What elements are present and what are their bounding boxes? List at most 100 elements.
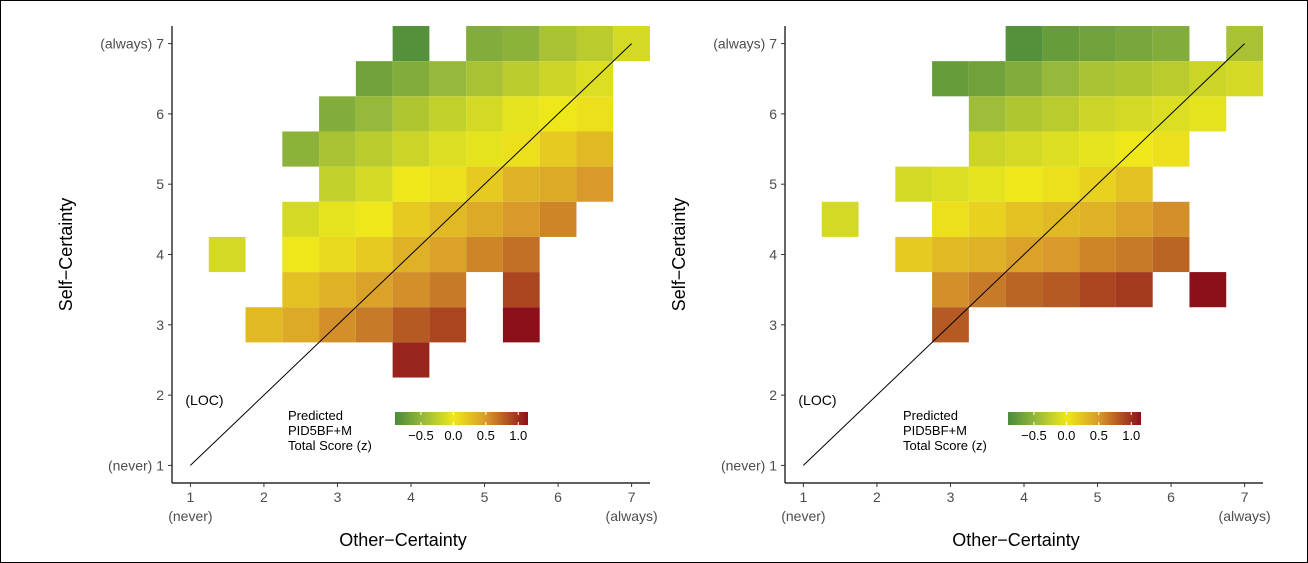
y-tick-label: 5 — [769, 176, 777, 192]
y-tick-label: 6 — [156, 106, 164, 122]
legend-title-line: Predicted — [288, 408, 343, 423]
y-tick-label: 5 — [156, 176, 164, 192]
heatmap-cell — [1152, 236, 1190, 273]
heatmap-cell — [895, 166, 933, 202]
heatmap-cell — [208, 236, 246, 273]
heatmap-cell — [1042, 272, 1080, 308]
heatmap-cell — [1115, 166, 1153, 202]
heatmap-cell — [932, 236, 969, 273]
heatmap-cell — [392, 166, 430, 202]
heatmap-cell — [355, 61, 393, 97]
x-tick-sublabel: (never) — [168, 508, 212, 524]
heatmap-cell — [1042, 61, 1080, 97]
heatmap-cell — [429, 307, 467, 343]
heatmap-cell — [1005, 96, 1043, 132]
heatmap-cell — [895, 236, 933, 273]
heatmap-cell — [1115, 26, 1153, 62]
legend-tick-label: 0.0 — [1057, 428, 1075, 443]
y-axis-title: Self−Certainty — [669, 198, 689, 312]
heatmap-cell — [1005, 131, 1043, 167]
heatmap-cell — [429, 272, 467, 308]
x-tick-sublabel: (always) — [1219, 508, 1271, 524]
y-tick-label: 4 — [156, 247, 164, 263]
heatmap-cell — [282, 201, 320, 237]
heatmap-cell — [466, 131, 503, 167]
heatmap-cell — [968, 236, 1006, 273]
heatmap-cell — [1079, 236, 1116, 273]
heatmap-cell — [576, 166, 614, 202]
x-tick-label: 7 — [628, 489, 636, 505]
heatmap-cell — [1005, 201, 1043, 237]
heatmap-cell — [1079, 131, 1116, 167]
heatmap-cell — [576, 131, 614, 167]
x-tick-label: 7 — [1241, 489, 1249, 505]
heatmap-cell — [502, 96, 540, 132]
heatmap-cell — [1189, 272, 1227, 308]
heatmap-cell — [1005, 272, 1043, 308]
heatmap-cell — [502, 166, 540, 202]
heatmap-cell — [429, 236, 467, 273]
heatmap-cell — [968, 201, 1006, 237]
legend-tick-label: 1.0 — [1122, 428, 1140, 443]
y-axis-title: Self−Certainty — [56, 198, 76, 312]
heatmap-cell — [502, 61, 540, 97]
legend-title-line: PID5BF+M — [903, 423, 967, 438]
x-tick-label: 3 — [334, 489, 342, 505]
heatmap-cell — [539, 201, 577, 237]
x-tick-label: 1 — [186, 489, 194, 505]
y-tick-label: 6 — [769, 106, 777, 122]
heatmap-cell — [466, 61, 503, 97]
loc-label: (LOC) — [185, 392, 223, 408]
heatmap-cell — [1079, 201, 1116, 237]
x-axis-title: Other−Certainty — [339, 530, 467, 550]
heatmap-cell — [502, 26, 540, 62]
y-tick-label: 3 — [769, 317, 777, 333]
heatmap-cell — [1226, 61, 1263, 97]
heatmap-cell — [1152, 131, 1190, 167]
heatmap-cell — [355, 201, 393, 237]
heatmap-cell — [1005, 166, 1043, 202]
legend-tick-label: 0.0 — [444, 428, 462, 443]
x-tick-sublabel: (always) — [606, 508, 658, 524]
heatmap-cell — [539, 166, 577, 202]
heatmap-cell — [1115, 201, 1153, 237]
heatmap-cell — [1079, 272, 1116, 308]
y-tick-label: 4 — [769, 247, 777, 263]
heatmap-cell — [282, 307, 320, 343]
legend-title-line: Predicted — [903, 408, 958, 423]
heatmap-cell — [1042, 26, 1080, 62]
heatmap-cell — [1042, 131, 1080, 167]
x-tick-label: 2 — [260, 489, 268, 505]
y-tick-label: 3 — [156, 317, 164, 333]
y-tick-label: 2 — [769, 387, 777, 403]
heatmap-cell — [282, 131, 320, 167]
x-tick-label: 2 — [873, 489, 881, 505]
heatmap-cell — [392, 26, 430, 62]
heatmap-cell — [932, 61, 969, 97]
legend-tick-label: 1.0 — [509, 428, 527, 443]
heatmap-cell — [319, 201, 356, 237]
heatmap-cell — [932, 272, 969, 308]
x-tick-label: 6 — [1167, 489, 1175, 505]
heatmap-cell — [429, 61, 467, 97]
x-tick-label: 5 — [481, 489, 489, 505]
heatmap-cell — [355, 131, 393, 167]
heatmap-cell — [1005, 61, 1043, 97]
legend-title-line: PID5BF+M — [288, 423, 352, 438]
loc-reference-line — [190, 43, 632, 466]
heatmap-cell — [282, 272, 320, 308]
heatmap-cell — [932, 166, 969, 202]
y-tick-label: (never) 1 — [721, 457, 777, 473]
heatmap-cell — [466, 201, 503, 237]
heatmap-cell — [968, 61, 1006, 97]
x-tick-label: 4 — [407, 489, 415, 505]
heatmap-cell — [1042, 236, 1080, 273]
heatmap-cell — [576, 26, 614, 62]
legend-colorbar — [395, 412, 528, 425]
heatmap-cell — [1079, 96, 1116, 132]
heatmap-cell — [968, 131, 1006, 167]
heatmap-cell — [539, 26, 577, 62]
legend-tick-label: 0.5 — [1090, 428, 1108, 443]
x-axis-title: Other−Certainty — [952, 530, 1080, 550]
heatmap-cell — [1115, 272, 1153, 308]
